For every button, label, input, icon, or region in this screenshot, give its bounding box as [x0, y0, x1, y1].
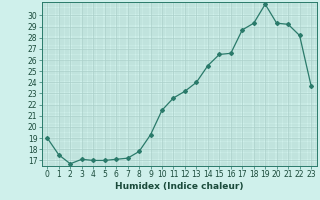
X-axis label: Humidex (Indice chaleur): Humidex (Indice chaleur)	[115, 182, 244, 191]
